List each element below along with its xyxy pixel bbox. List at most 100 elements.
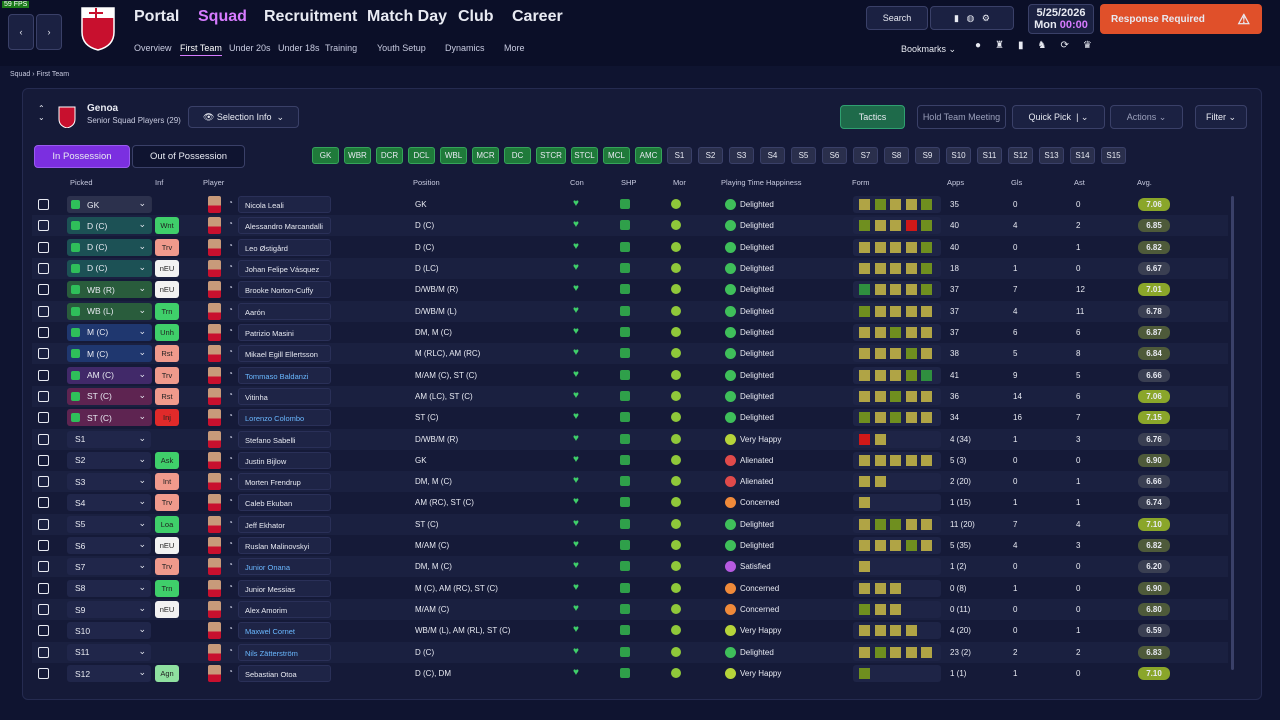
checkbox[interactable] <box>38 518 49 530</box>
slot-button[interactable]: S1 <box>667 147 692 164</box>
slot-button[interactable]: S14 <box>1070 147 1095 164</box>
slot-button[interactable]: S6 <box>822 147 847 164</box>
checkbox[interactable] <box>38 646 49 658</box>
back-button[interactable]: ‹ <box>8 14 34 50</box>
player-row[interactable]: S7 ⌄ Trv ◔ Junior Onana DM, M (C) ♥ Satisfied 1 … <box>32 556 1228 578</box>
checkbox[interactable] <box>38 262 49 274</box>
picked-select[interactable]: D (C) ⌄ <box>67 217 152 235</box>
slot-button[interactable]: S12 <box>1008 147 1033 164</box>
player-name[interactable]: Morten Frendrup <box>238 473 331 491</box>
column-header[interactable]: Gls <box>1011 178 1023 187</box>
player-name[interactable]: Jeff Ekhator <box>238 515 331 533</box>
picked-select[interactable]: S5 ⌄ <box>67 515 151 533</box>
checkbox[interactable] <box>38 326 49 338</box>
slot-button[interactable]: S8 <box>884 147 909 164</box>
picked-select[interactable]: D (C) ⌄ <box>67 259 152 277</box>
player-name[interactable]: Vitinha <box>238 387 331 405</box>
player-name[interactable]: Stefano Sabelli <box>238 430 331 448</box>
player-row[interactable]: M (C) ⌄ Unh ◔ Patrizio Masini DM, M (C) ♥ Delig… <box>32 321 1228 343</box>
picked-select[interactable]: S12 ⌄ <box>67 665 151 683</box>
slot-button[interactable]: WBL <box>440 147 467 164</box>
player-row[interactable]: S8 ⌄ Trn ◔ Junior Messias M (C), AM (RC), ST … <box>32 577 1228 599</box>
column-header[interactable]: Con <box>570 178 584 187</box>
player-row[interactable]: S4 ⌄ Trv ◔ Caleb Ekuban AM (RC), ST (C) ♥ Conce… <box>32 492 1228 514</box>
nav-club[interactable]: Club <box>458 8 494 25</box>
player-name[interactable]: Johan Felipe Vásquez <box>238 259 331 277</box>
picked-select[interactable]: AM (C) ⌄ <box>67 366 152 384</box>
column-header[interactable]: Player <box>203 178 225 187</box>
nav-career[interactable]: Career <box>512 8 563 25</box>
collapse-arrows[interactable]: ⌃ ⌄ <box>38 104 45 122</box>
response-button[interactable]: Response Required ⚠ <box>1100 4 1262 34</box>
slot-button[interactable]: S9 <box>915 147 940 164</box>
player-name[interactable]: Lorenzo Colombo <box>238 409 331 427</box>
slot-button[interactable]: S10 <box>946 147 971 164</box>
checkbox[interactable] <box>38 241 49 253</box>
picked-select[interactable]: S11 ⌄ <box>67 643 151 661</box>
subnav-item[interactable]: First Team <box>180 43 222 56</box>
player-name[interactable]: Patrizio Masini <box>238 323 331 341</box>
player-row[interactable]: M (C) ⌄ Rst ◔ Mikael Egill Ellertsson M (RLC)… <box>32 343 1228 365</box>
nav-recruitment[interactable]: Recruitment <box>264 8 358 25</box>
picked-select[interactable]: ST (C) ⌄ <box>67 409 152 427</box>
player-row[interactable]: ST (C) ⌄ Inj ◔ Lorenzo Colombo ST (C) ♥ Delight… <box>32 407 1228 429</box>
player-row[interactable]: WB (R) ⌄ nEU ◔ Brooke Norton-Cuffy D/WB/M (R)… <box>32 279 1228 301</box>
player-row[interactable]: ST (C) ⌄ Rst ◔ Vitinha AM (LC), ST (C) ♥ Deligh… <box>32 385 1228 407</box>
column-header[interactable]: Ast <box>1074 178 1085 187</box>
player-row[interactable]: GK ⌄ ◔ Nicola Leali GK ♥ Delighted 35 0 0 7.06 <box>32 194 1228 215</box>
player-row[interactable]: S2 ⌄ Ask ◔ Justin Bijlow GK ♥ Alienated 5 (3) 0 0 6… <box>32 449 1228 471</box>
subnav-item[interactable]: More <box>504 43 525 53</box>
picked-select[interactable]: S2 ⌄ <box>67 451 151 469</box>
checkbox[interactable] <box>38 412 49 424</box>
player-row[interactable]: S9 ⌄ nEU ◔ Alex Amorim M/AM (C) ♥ Concerned 0 (1… <box>32 599 1228 621</box>
quick-icons[interactable]: ▮ ◍ ⚙ <box>930 6 1014 30</box>
player-name[interactable]: Sebastian Otoa <box>238 665 331 683</box>
nav-portal[interactable]: Portal <box>134 8 180 25</box>
slot-button[interactable]: S3 <box>729 147 754 164</box>
picked-select[interactable]: D (C) ⌄ <box>67 238 152 256</box>
slot-button[interactable]: DC <box>504 147 531 164</box>
picked-select[interactable]: S1 ⌄ <box>67 430 151 448</box>
player-name[interactable]: Alessandro Marcandalli <box>238 217 331 235</box>
checkbox[interactable] <box>38 369 49 381</box>
player-name[interactable]: Leo Østigård <box>238 238 331 256</box>
picked-select[interactable]: WB (R) ⌄ <box>67 281 152 299</box>
scrollbar[interactable] <box>1231 196 1234 670</box>
player-row[interactable]: S6 ⌄ nEU ◔ Ruslan Malinovskyi M/AM (C) ♥ Deligh… <box>32 535 1228 557</box>
checkbox[interactable] <box>38 497 49 509</box>
player-row[interactable]: S5 ⌄ Loa ◔ Jeff Ekhator ST (C) ♥ Delighted 11 (2… <box>32 513 1228 535</box>
filter-button[interactable]: Filter ⌄ <box>1195 105 1247 129</box>
column-header[interactable]: Picked <box>70 178 93 187</box>
checkbox[interactable] <box>38 284 49 296</box>
column-header[interactable]: Avg. <box>1137 178 1152 187</box>
player-row[interactable]: S11 ⌄ ◔ Nils Zätterström D (C) ♥ Delighted 23 (… <box>32 641 1228 663</box>
player-row[interactable]: S3 ⌄ Int ◔ Morten Frendrup DM, M (C) ♥ Alienate… <box>32 471 1228 493</box>
checkbox[interactable] <box>38 582 49 594</box>
nav-squad[interactable]: Squad <box>198 8 247 25</box>
checkbox[interactable] <box>38 454 49 466</box>
slot-button[interactable]: STCL <box>571 147 598 164</box>
picked-select[interactable]: M (C) ⌄ <box>67 345 152 363</box>
column-header[interactable]: Apps <box>947 178 965 187</box>
slot-button[interactable]: GK <box>312 147 339 164</box>
bookmarks[interactable]: Bookmarks ⌄ <box>901 44 957 54</box>
slot-button[interactable]: WBR <box>344 147 371 164</box>
picked-select[interactable]: GK ⌄ <box>67 196 152 213</box>
checkbox[interactable] <box>38 476 49 488</box>
column-header[interactable]: Position <box>413 178 440 187</box>
tab-out-possession[interactable]: Out of Possession <box>132 145 245 168</box>
checkbox[interactable] <box>38 305 49 317</box>
slot-button[interactable]: S15 <box>1101 147 1126 164</box>
checkbox[interactable] <box>38 625 49 637</box>
quick-pick-button[interactable]: Quick Pick | ⌄ <box>1012 105 1105 129</box>
player-row[interactable]: S12 ⌄ Agn ◔ Sebastian Otoa D (C), DM ♥ Very Hap… <box>32 663 1228 685</box>
column-header[interactable]: Mor <box>673 178 686 187</box>
player-row[interactable]: D (C) ⌄ Wnt ◔ Alessandro Marcandalli D (C) ♥ De… <box>32 215 1228 237</box>
slot-button[interactable]: DCL <box>408 147 435 164</box>
checkbox[interactable] <box>38 348 49 360</box>
forward-button[interactable]: › <box>36 14 62 50</box>
search-button[interactable]: Search <box>866 6 928 30</box>
picked-select[interactable]: S6 ⌄ <box>67 537 151 555</box>
slot-button[interactable]: S5 <box>791 147 816 164</box>
picked-select[interactable]: S4 ⌄ <box>67 494 151 512</box>
